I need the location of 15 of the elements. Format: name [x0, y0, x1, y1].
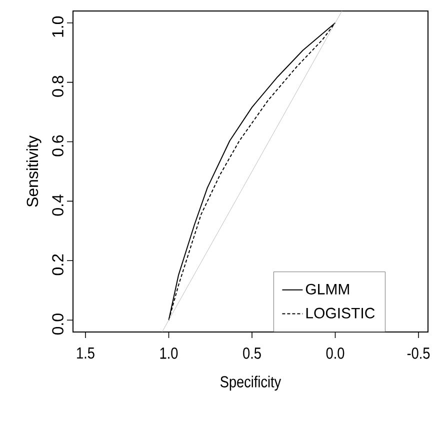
y-tick-label: 1.0 [52, 16, 64, 37]
y-axis-title: Sensitivity [26, 136, 42, 207]
x-tick-label: 0.0 [326, 348, 344, 359]
y-tick-label: 0.0 [52, 314, 64, 335]
x-tick-label: 1.5 [77, 348, 94, 359]
y-tick-label: 0.6 [52, 135, 64, 156]
x-tick-label: -0.5 [407, 348, 430, 359]
y-tick-label: 0.8 [52, 76, 64, 97]
legend-label: LOGISTIC [306, 308, 375, 318]
x-axis-title: Specificity [220, 376, 282, 391]
x-tick-label: 0.5 [243, 348, 261, 359]
y-tick-label: 0.4 [52, 194, 64, 216]
y-tick-label: 0.2 [52, 254, 64, 276]
legend-label: GLMM [306, 284, 349, 294]
x-tick-label: 1.0 [160, 348, 178, 359]
